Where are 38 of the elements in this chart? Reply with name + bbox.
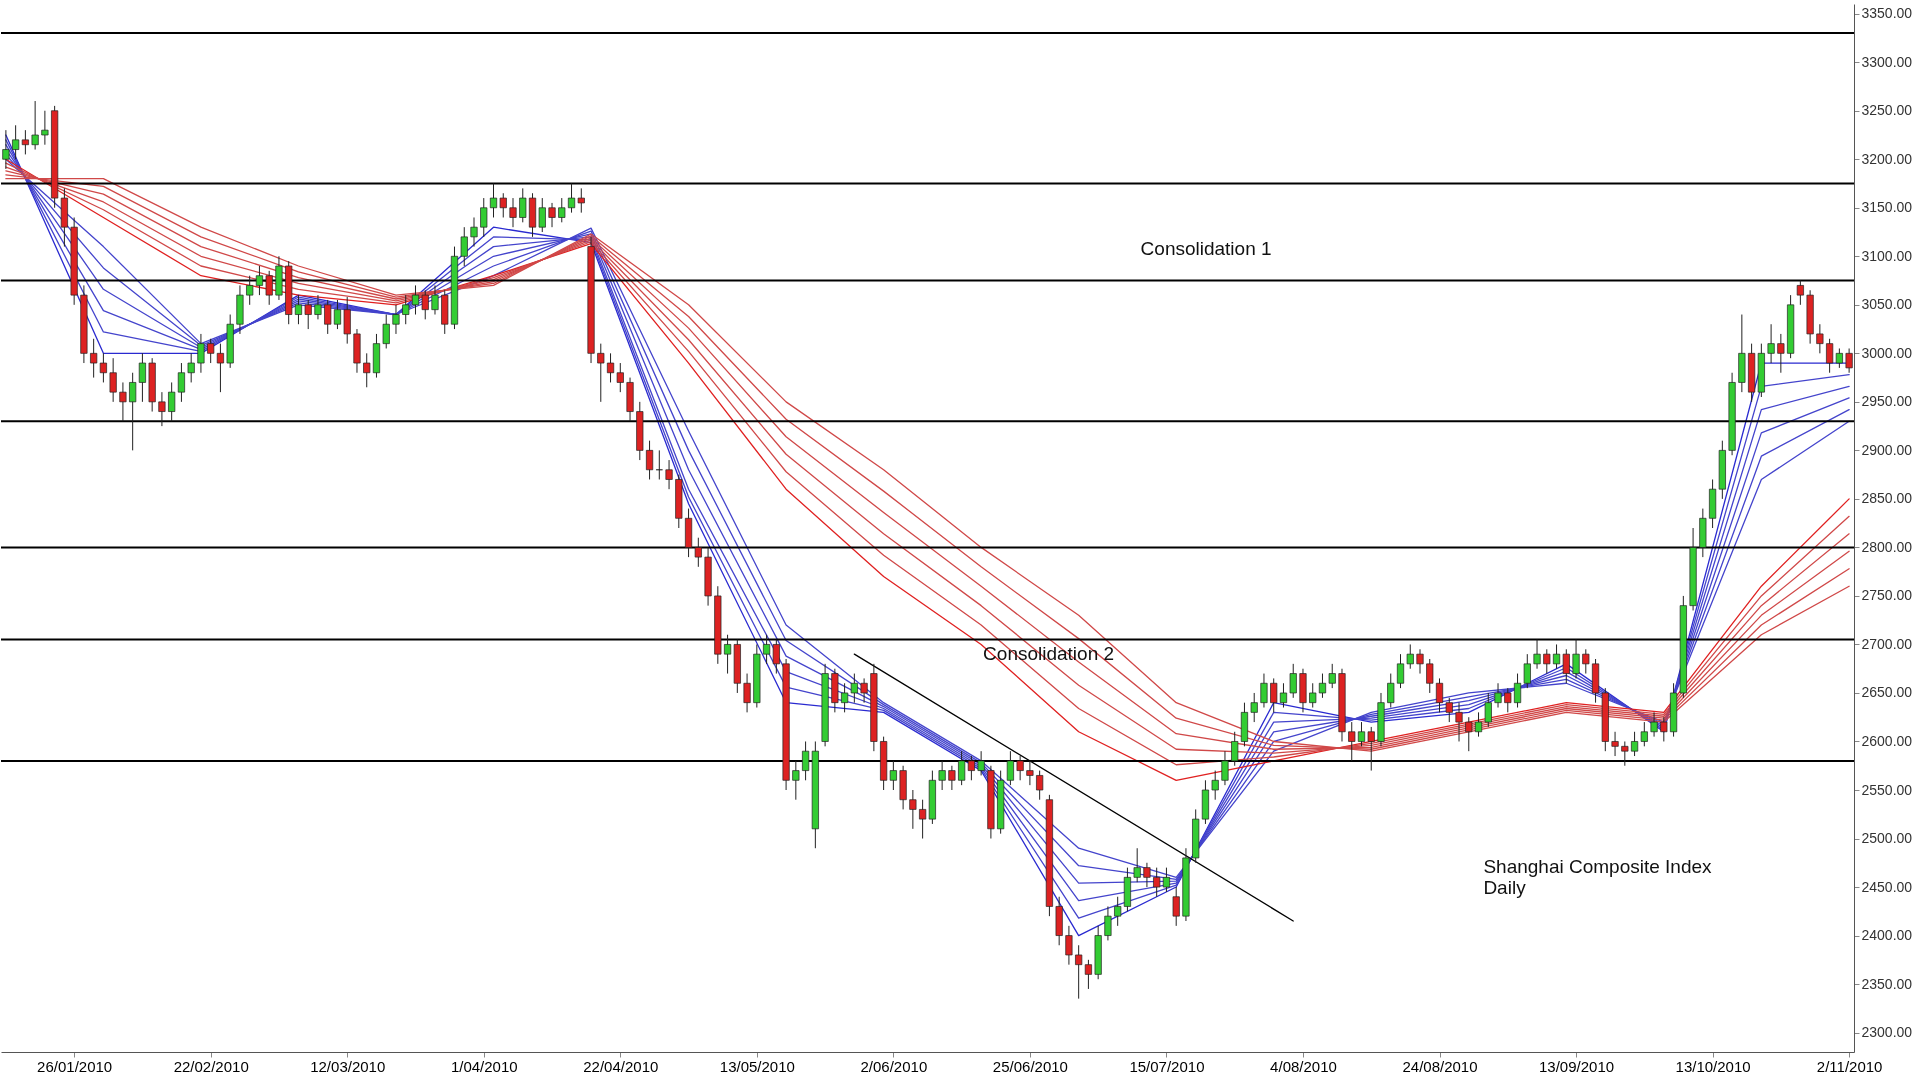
- y-tick-label: 2450.00: [1861, 878, 1913, 895]
- y-tick-label: 3000.00: [1861, 344, 1913, 361]
- y-tick-label: 2500.00: [1861, 830, 1913, 847]
- x-tick-label: 2/11/2010: [1816, 1057, 1883, 1075]
- x-tick-label: 13/09/2010: [1539, 1057, 1615, 1075]
- y-tick-label: 3050.00: [1861, 296, 1913, 313]
- y-tick-label: 2750.00: [1861, 587, 1913, 604]
- x-tick-label: 15/07/2010: [1129, 1057, 1205, 1075]
- y-tick-label: 2700.00: [1861, 635, 1913, 652]
- y-tick-label: 2800.00: [1861, 538, 1913, 555]
- x-tick-label: 13/10/2010: [1675, 1057, 1751, 1075]
- y-tick-label: 3350.00: [1861, 5, 1913, 22]
- x-tick-label: 25/06/2010: [992, 1057, 1068, 1075]
- x-tick-label: 2/06/2010: [860, 1057, 928, 1075]
- annotation: Consolidation 1: [1140, 237, 1272, 259]
- y-tick-label: 2300.00: [1861, 1024, 1913, 1041]
- y-tick-label: 2550.00: [1861, 781, 1913, 798]
- y-tick-label: 3300.00: [1861, 53, 1913, 70]
- x-tick-label: 22/04/2010: [583, 1057, 659, 1075]
- x-tick-label: 13/05/2010: [719, 1057, 795, 1075]
- annotation: Shanghai Composite Index Daily: [1483, 856, 1713, 899]
- x-tick-label: 22/02/2010: [173, 1057, 249, 1075]
- y-tick-label: 3250.00: [1861, 102, 1913, 119]
- x-tick-label: 12/03/2010: [310, 1057, 386, 1075]
- y-tick-label: 2650.00: [1861, 684, 1913, 701]
- y-tick-label: 2850.00: [1861, 490, 1913, 507]
- y-tick-label: 3200.00: [1861, 150, 1913, 167]
- y-tick-label: 2900.00: [1861, 441, 1913, 458]
- y-tick-label: 2600.00: [1861, 732, 1913, 749]
- y-tick-label: 2350.00: [1861, 975, 1913, 992]
- x-tick-label: 24/08/2010: [1402, 1057, 1478, 1075]
- y-tick-label: 3150.00: [1861, 199, 1913, 216]
- y-tick-label: 2950.00: [1861, 393, 1913, 410]
- x-tick-label: 4/08/2010: [1270, 1057, 1337, 1075]
- x-tick-label: 26/01/2010: [37, 1057, 113, 1075]
- y-tick-label: 2400.00: [1861, 927, 1913, 944]
- y-tick-label: 3100.00: [1861, 247, 1913, 264]
- x-tick-label: 1/04/2010: [450, 1057, 518, 1075]
